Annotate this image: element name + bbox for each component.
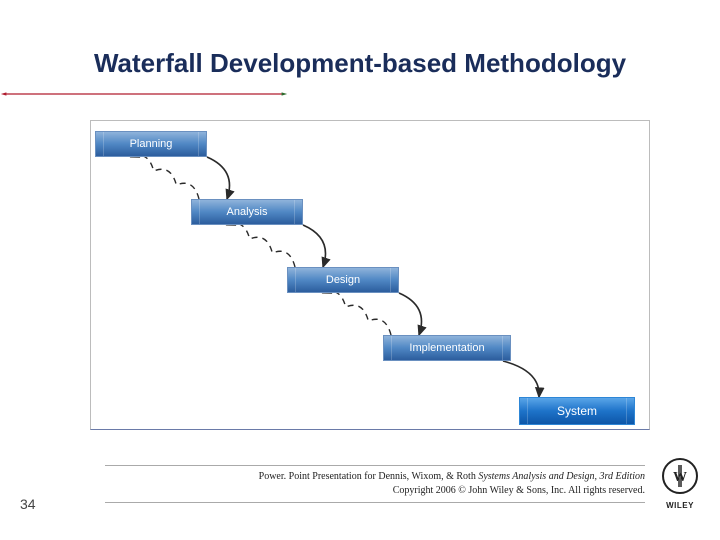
publisher-logo: W WILEY: [654, 458, 706, 510]
stage-label: Design: [296, 268, 390, 292]
page-number: 34: [20, 496, 36, 512]
stage-label: System: [528, 398, 626, 424]
wiley-icon: W: [662, 458, 698, 494]
stage-design: Design: [287, 267, 399, 293]
footer-text: Power. Point Presentation for Dennis, Wi…: [105, 470, 645, 498]
footer-line2: Copyright 2006 © John Wiley & Sons, Inc.…: [393, 485, 645, 496]
slide-title: Waterfall Development-based Methodology: [50, 48, 670, 79]
stage-label: Implementation: [392, 336, 502, 360]
publisher-name: WILEY: [654, 501, 706, 510]
footer-rule-top: [105, 465, 645, 466]
waterfall-diagram: Planning Analysis Design Implementation Syst…: [90, 120, 650, 430]
stage-implementation: Implementation: [383, 335, 511, 361]
title-divider-line: [0, 92, 288, 96]
stage-label: Analysis: [200, 200, 294, 224]
stage-label: Planning: [104, 132, 198, 156]
footer-rule-bottom: [105, 502, 645, 503]
stage-planning: Planning: [95, 131, 207, 157]
footer-line1-italic: Systems Analysis and Design, 3rd Edition: [478, 471, 645, 482]
stage-system: System: [519, 397, 635, 425]
svg-text:W: W: [673, 470, 687, 485]
stage-analysis: Analysis: [191, 199, 303, 225]
footer-line1-prefix: Power. Point Presentation for Dennis, Wi…: [259, 471, 479, 482]
